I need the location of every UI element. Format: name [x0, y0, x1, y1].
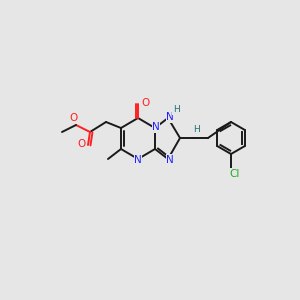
- Text: N: N: [152, 122, 160, 132]
- Text: H: H: [193, 125, 200, 134]
- Text: N: N: [134, 155, 142, 165]
- Text: H: H: [172, 106, 179, 115]
- Text: O: O: [142, 98, 150, 108]
- Text: N: N: [166, 112, 174, 122]
- Text: O: O: [77, 139, 85, 149]
- Text: N: N: [166, 155, 174, 165]
- Text: Cl: Cl: [230, 169, 240, 179]
- Text: O: O: [70, 113, 78, 123]
